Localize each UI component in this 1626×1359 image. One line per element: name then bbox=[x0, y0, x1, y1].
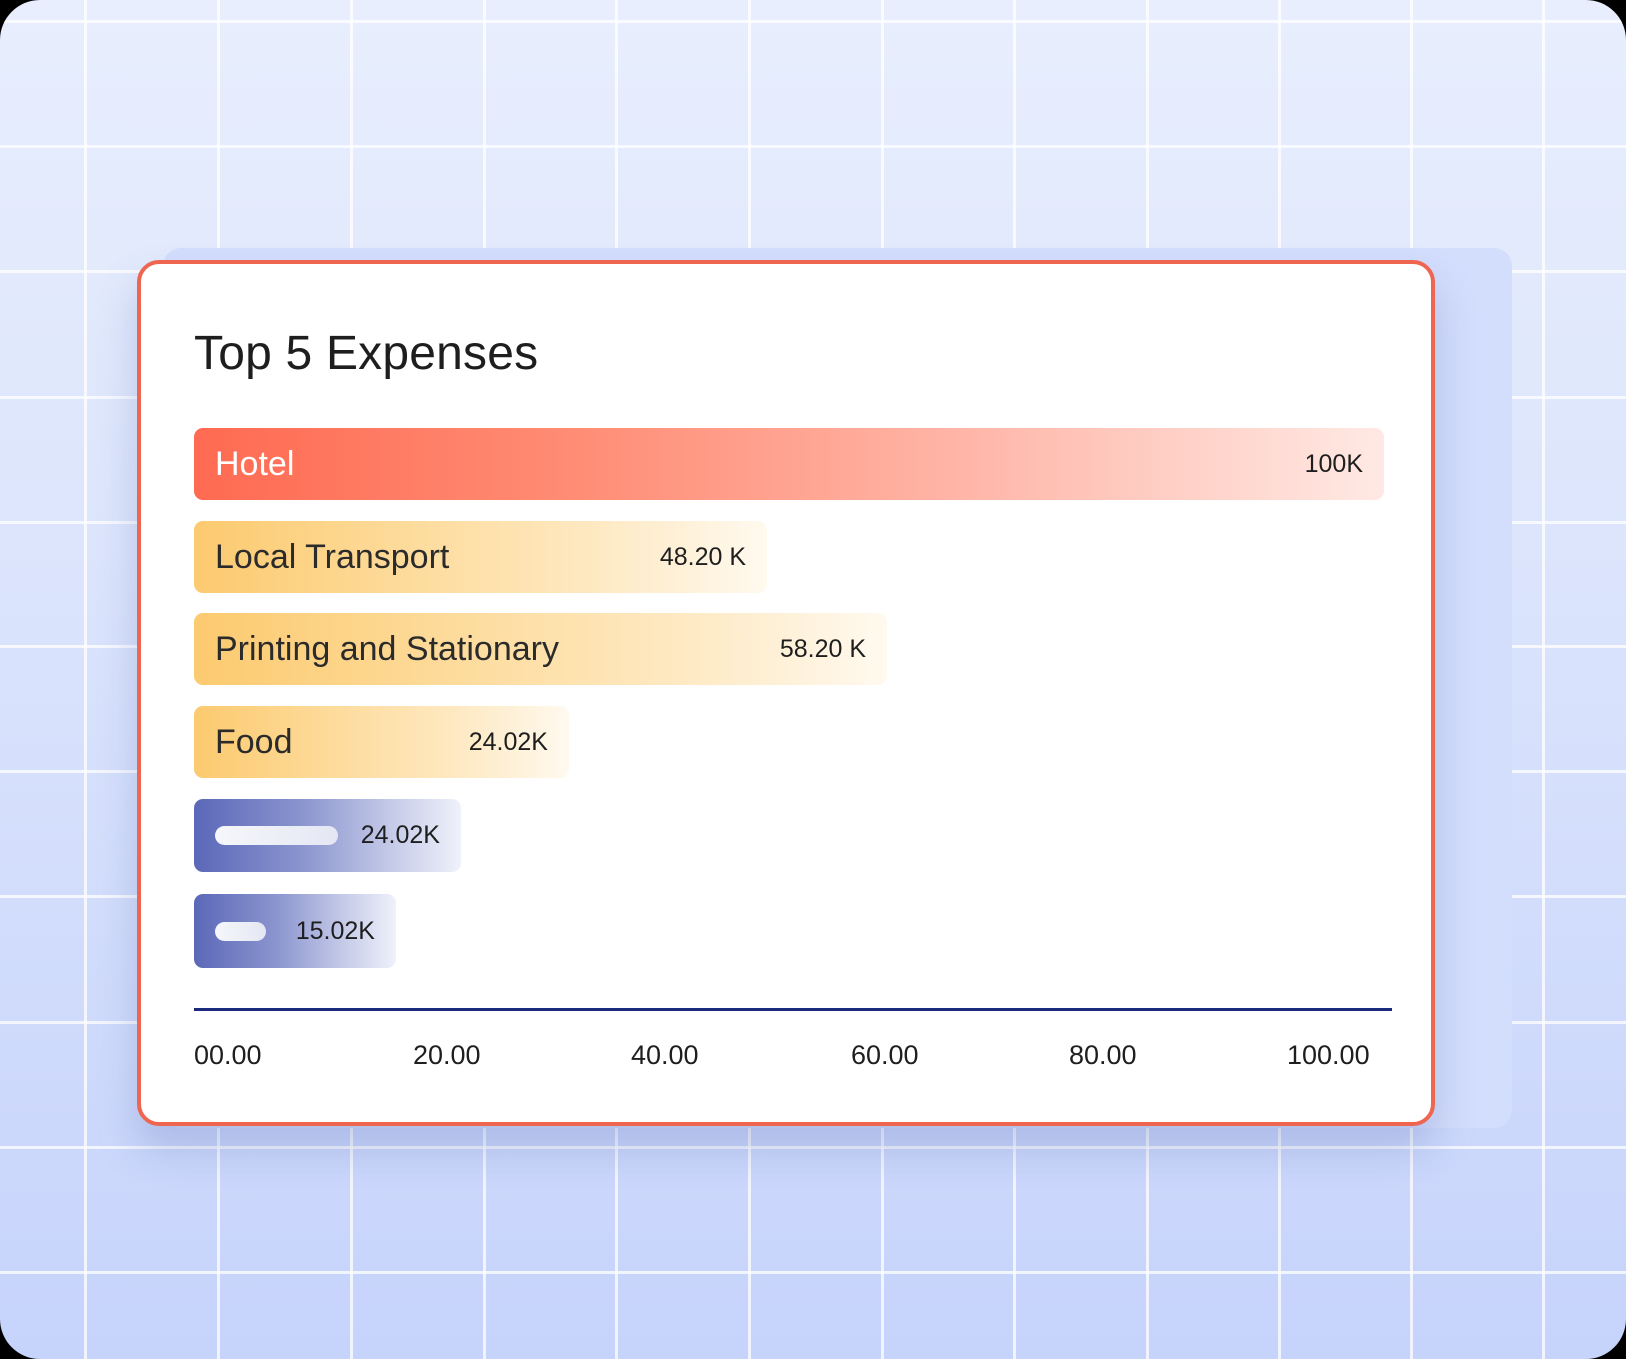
x-axis-line bbox=[194, 1008, 1392, 1011]
bar-printing-and-stationary[interactable]: Printing and Stationary 58.20 K bbox=[194, 613, 887, 685]
bar-value: 15.02K bbox=[295, 916, 375, 945]
chart-title: Top 5 Expenses bbox=[194, 327, 539, 380]
bar-value: 58.20 K bbox=[779, 634, 866, 663]
x-tick-label: 40.00 bbox=[631, 1040, 699, 1070]
bar-unlabeled-1[interactable]: 24.02K bbox=[194, 799, 461, 872]
x-tick-label: 80.00 bbox=[1069, 1040, 1137, 1070]
grid-line bbox=[1542, 0, 1545, 1359]
label-placeholder-pill bbox=[215, 921, 266, 941]
grid-line bbox=[84, 0, 87, 1359]
bar-value: 100K bbox=[1304, 449, 1363, 478]
x-tick-label: 60.00 bbox=[851, 1040, 919, 1070]
bar-value: 24.02K bbox=[360, 821, 440, 849]
bar-hotel[interactable]: Hotel 100K bbox=[194, 428, 1384, 500]
x-tick-label: 00.00 bbox=[194, 1040, 262, 1070]
bar-food[interactable]: Food 24.02K bbox=[194, 706, 569, 778]
bar-unlabeled-2[interactable]: 15.02K bbox=[194, 894, 396, 968]
bar-label: Printing and Stationary bbox=[215, 629, 559, 668]
x-tick-label: 20.00 bbox=[413, 1040, 481, 1070]
bar-value: 48.20 K bbox=[659, 542, 746, 571]
expenses-card: Top 5 Expenses Hotel 100K Local Transpor… bbox=[137, 260, 1435, 1126]
grid-line bbox=[0, 1146, 1626, 1149]
bar-label: Food bbox=[215, 722, 293, 761]
grid-line bbox=[0, 145, 1626, 148]
grid-line bbox=[0, 20, 1626, 23]
bar-local-transport[interactable]: Local Transport 48.20 K bbox=[194, 521, 767, 593]
bar-label: Hotel bbox=[215, 444, 295, 483]
bar-value: 24.02K bbox=[468, 727, 548, 756]
bar-label: Local Transport bbox=[215, 537, 450, 576]
label-placeholder-pill bbox=[215, 826, 338, 845]
grid-line bbox=[0, 1271, 1626, 1274]
x-tick-label: 100.00 bbox=[1287, 1040, 1370, 1070]
